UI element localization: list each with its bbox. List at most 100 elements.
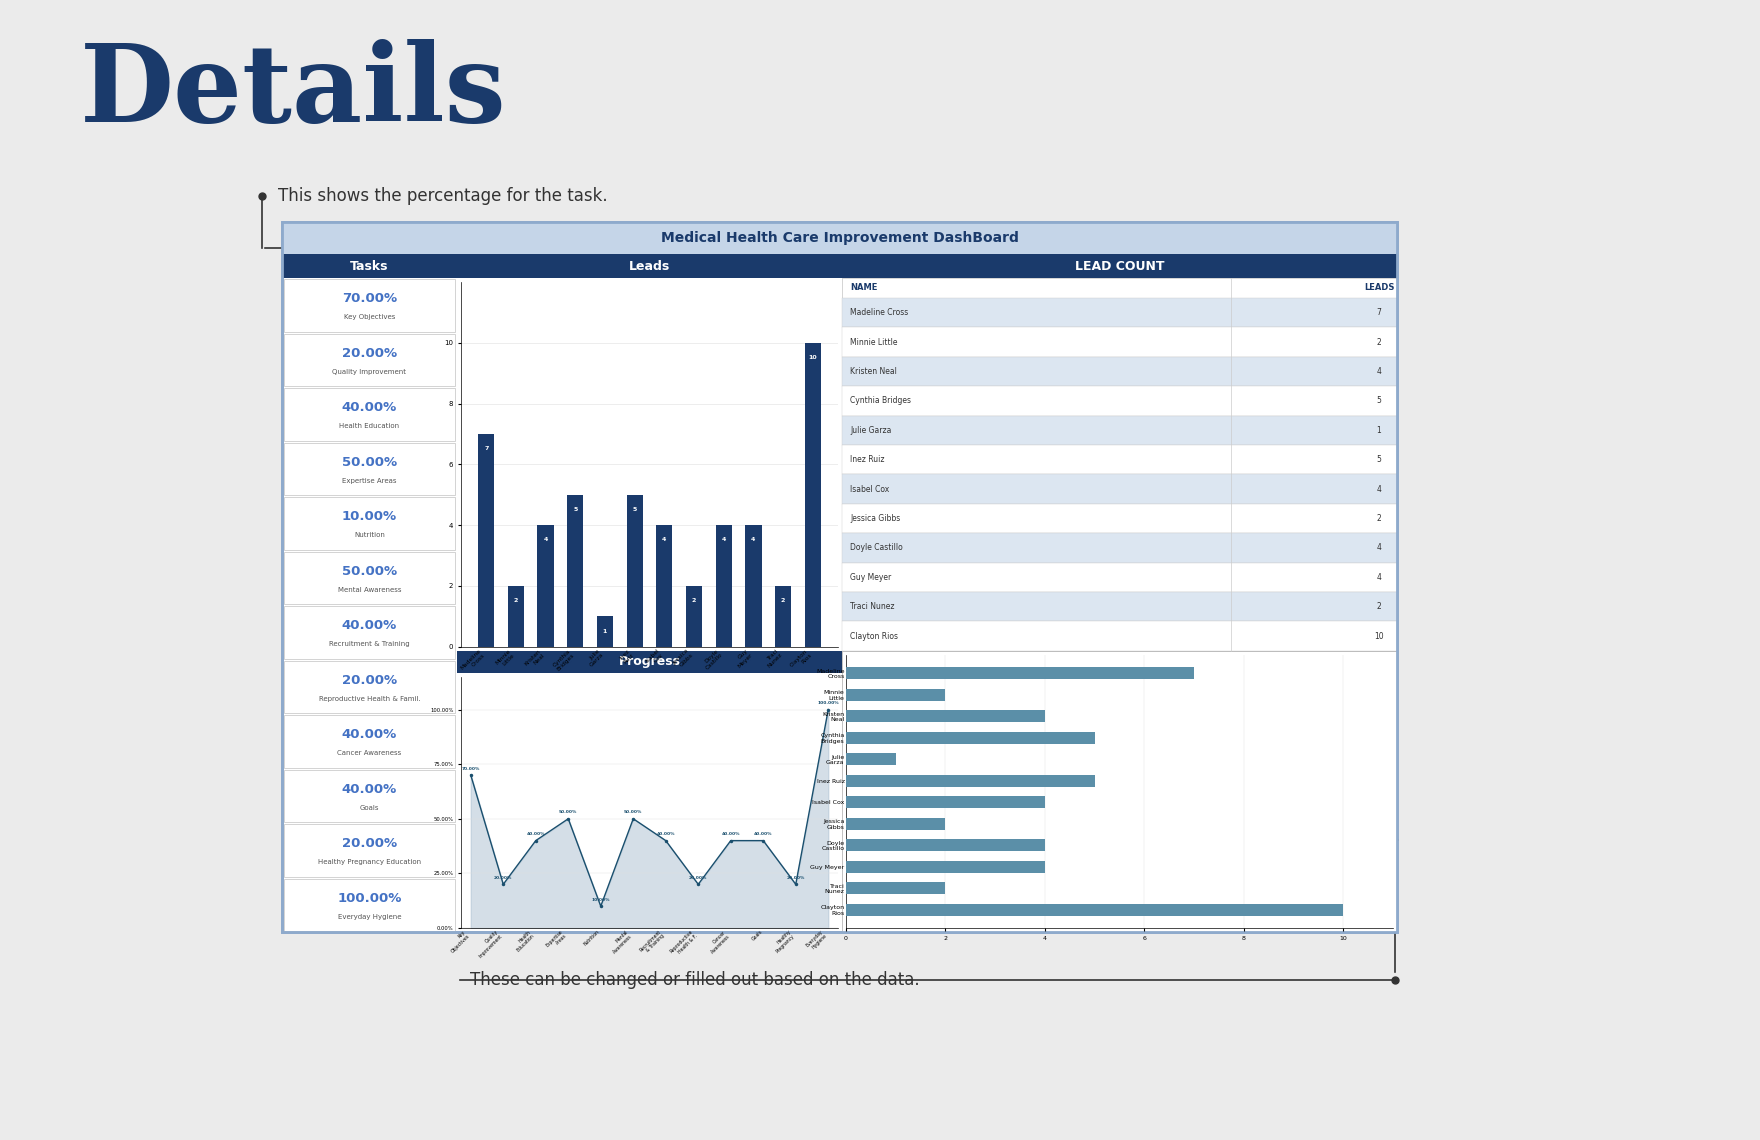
Text: Goals: Goals (359, 805, 378, 811)
Text: Health Education: Health Education (340, 423, 400, 430)
Text: 4: 4 (1376, 572, 1382, 581)
Text: Quality Improvement: Quality Improvement (333, 368, 407, 375)
Bar (282, 254, 458, 278)
Bar (283, 279, 456, 332)
Text: 2: 2 (692, 598, 697, 603)
Text: 40.00%: 40.00% (722, 832, 739, 837)
Text: 20.00%: 20.00% (341, 347, 398, 360)
Bar (841, 254, 1397, 278)
Text: Reproductive Health & Famil.: Reproductive Health & Famil. (319, 695, 421, 702)
Bar (804, 343, 820, 646)
Text: 7: 7 (484, 446, 489, 451)
Text: 20.00%: 20.00% (787, 876, 804, 880)
Text: 40.00%: 40.00% (341, 783, 398, 796)
Text: 2: 2 (781, 598, 785, 603)
Text: LEADS: LEADS (1364, 284, 1394, 293)
Bar (847, 689, 945, 701)
Text: Cynthia Bridges: Cynthia Bridges (850, 397, 912, 406)
Text: Details: Details (79, 39, 507, 145)
Bar (841, 278, 1397, 298)
Bar (283, 606, 456, 659)
Text: 70.00%: 70.00% (461, 767, 480, 771)
Text: Isabel Cox: Isabel Cox (850, 484, 889, 494)
Text: Traci Nunez: Traci Nunez (850, 602, 894, 611)
Bar (841, 445, 1397, 474)
Text: Progress: Progress (618, 656, 681, 668)
Text: Madeline Cross: Madeline Cross (850, 308, 908, 317)
Text: These can be changed or filled out based on the data.: These can be changed or filled out based… (470, 971, 920, 990)
Text: Minnie Little: Minnie Little (850, 337, 898, 347)
Text: 5: 5 (574, 507, 577, 512)
Bar (283, 334, 456, 386)
Bar (537, 526, 554, 646)
Bar (841, 298, 1397, 327)
Text: 20.00%: 20.00% (690, 876, 708, 880)
Bar (847, 861, 1045, 872)
Text: 2: 2 (514, 598, 517, 603)
Text: 40.00%: 40.00% (656, 832, 676, 837)
Bar (479, 434, 495, 646)
Text: 1: 1 (1376, 426, 1382, 434)
Bar (716, 526, 732, 646)
Bar (841, 621, 1397, 651)
Text: 40.00%: 40.00% (341, 619, 398, 633)
Text: Clayton Rios: Clayton Rios (850, 632, 898, 641)
Text: Jessica Gibbs: Jessica Gibbs (850, 514, 901, 523)
Text: 40.00%: 40.00% (753, 832, 773, 837)
Bar (283, 715, 456, 767)
Text: 50.00%: 50.00% (625, 811, 642, 814)
Bar (847, 710, 1045, 722)
Text: 20.00%: 20.00% (495, 876, 512, 880)
Bar (744, 526, 762, 646)
Bar (847, 667, 1193, 679)
Text: 4: 4 (1376, 544, 1382, 553)
Bar (847, 796, 1045, 808)
Text: 70.00%: 70.00% (341, 292, 398, 306)
Text: Expertise Areas: Expertise Areas (341, 478, 396, 483)
Bar (282, 222, 1397, 933)
Text: Medical Health Care Improvement DashBoard: Medical Health Care Improvement DashBoar… (660, 231, 1019, 245)
Text: Key Objectives: Key Objectives (343, 315, 396, 320)
Text: 50.00%: 50.00% (560, 811, 577, 814)
Text: Mental Awareness: Mental Awareness (338, 587, 401, 593)
Bar (282, 222, 1397, 933)
Text: 1: 1 (604, 628, 607, 634)
Text: 2: 2 (1376, 337, 1382, 347)
Text: 4: 4 (1376, 367, 1382, 376)
Bar (283, 442, 456, 495)
Text: Julie Garza: Julie Garza (850, 426, 891, 434)
Text: Tasks: Tasks (350, 260, 389, 272)
Text: 10.00%: 10.00% (591, 898, 611, 902)
Bar (283, 879, 456, 931)
Bar (283, 770, 456, 822)
Bar (841, 592, 1397, 621)
Text: 20.00%: 20.00% (341, 674, 398, 686)
Text: Doyle Castillo: Doyle Castillo (850, 544, 903, 553)
Bar (774, 586, 792, 646)
Bar (283, 824, 456, 877)
Bar (841, 504, 1397, 534)
Text: Everyday Hygiene: Everyday Hygiene (338, 914, 401, 920)
Text: Cancer Awareness: Cancer Awareness (338, 750, 401, 756)
Text: 50.00%: 50.00% (341, 456, 398, 469)
Text: 50.00%: 50.00% (341, 564, 398, 578)
Text: 100.00%: 100.00% (817, 701, 840, 706)
Bar (847, 904, 1343, 915)
Text: Guy Meyer: Guy Meyer (850, 572, 891, 581)
Text: 4: 4 (1376, 484, 1382, 494)
Bar (841, 357, 1397, 386)
Text: 4: 4 (544, 537, 547, 543)
Text: Recruitment & Training: Recruitment & Training (329, 641, 410, 648)
Text: 4: 4 (752, 537, 755, 543)
Bar (841, 327, 1397, 357)
Bar (847, 882, 945, 894)
Text: 2: 2 (1376, 514, 1382, 523)
Text: LEAD COUNT: LEAD COUNT (1075, 260, 1165, 272)
Text: NAME: NAME (850, 284, 878, 293)
Text: 7: 7 (1376, 308, 1382, 317)
Bar (847, 775, 1095, 787)
Bar (841, 562, 1397, 592)
Bar (841, 416, 1397, 445)
Bar (686, 586, 702, 646)
Bar (841, 534, 1397, 562)
